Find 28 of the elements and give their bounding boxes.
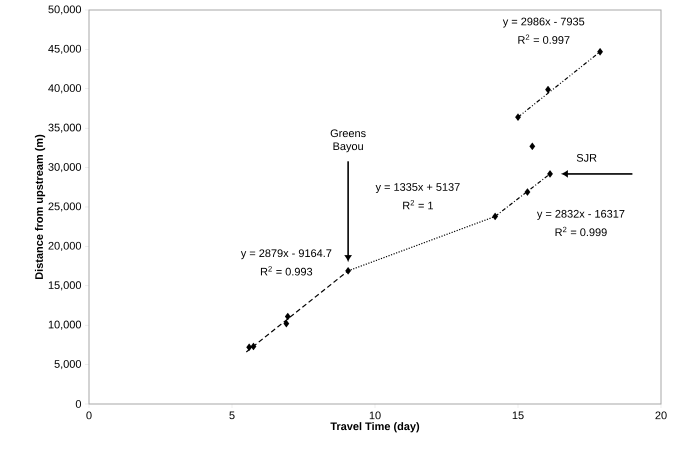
y-tick-label: 5,000 [54, 360, 82, 370]
annotation: y = 2832x - 16317 [536, 210, 624, 220]
y-tick-label: 0 [76, 400, 82, 408]
x-tick-label: 10 [370, 412, 381, 420]
x-axis-title: Travel Time (day) [330, 422, 420, 432]
x-tick-label: 15 [512, 412, 524, 420]
annotation: y = 1335x + 5137 [376, 183, 460, 194]
y-tick-label: 45,000 [48, 44, 82, 54]
y-tick-label: 20,000 [48, 242, 82, 251]
annotation: R$^{2}$ = 1 [403, 200, 433, 210]
x-tick-label: 0 [86, 412, 92, 420]
y-tick-label: 15,000 [48, 281, 82, 290]
y-tick-label: 50,000 [48, 5, 82, 15]
x-tick-label: 20 [655, 412, 667, 420]
y-tick-label: 35,000 [48, 124, 82, 133]
annotation: SJR [576, 154, 596, 162]
annotation: y = 2879x - 9164.7 [240, 249, 332, 260]
annotation: R$^{2}$ = 0.993 [260, 266, 312, 276]
y-axis-title: Distance from upstream (m) [34, 134, 46, 280]
y-tick-label: 40,000 [48, 84, 82, 94]
annotation: Greens Bayou [330, 129, 366, 152]
y-tick-label: 30,000 [48, 163, 82, 172]
annotation: y = 2986x - 7935 [502, 18, 584, 28]
annotation: R$^{2}$ = 0.999 [556, 226, 607, 236]
y-tick-label: 25,000 [48, 202, 82, 212]
y-tick-label: 10,000 [48, 320, 82, 330]
annotation: R$^{2}$ = 0.997 [518, 34, 570, 44]
x-tick-label: 5 [229, 412, 235, 420]
